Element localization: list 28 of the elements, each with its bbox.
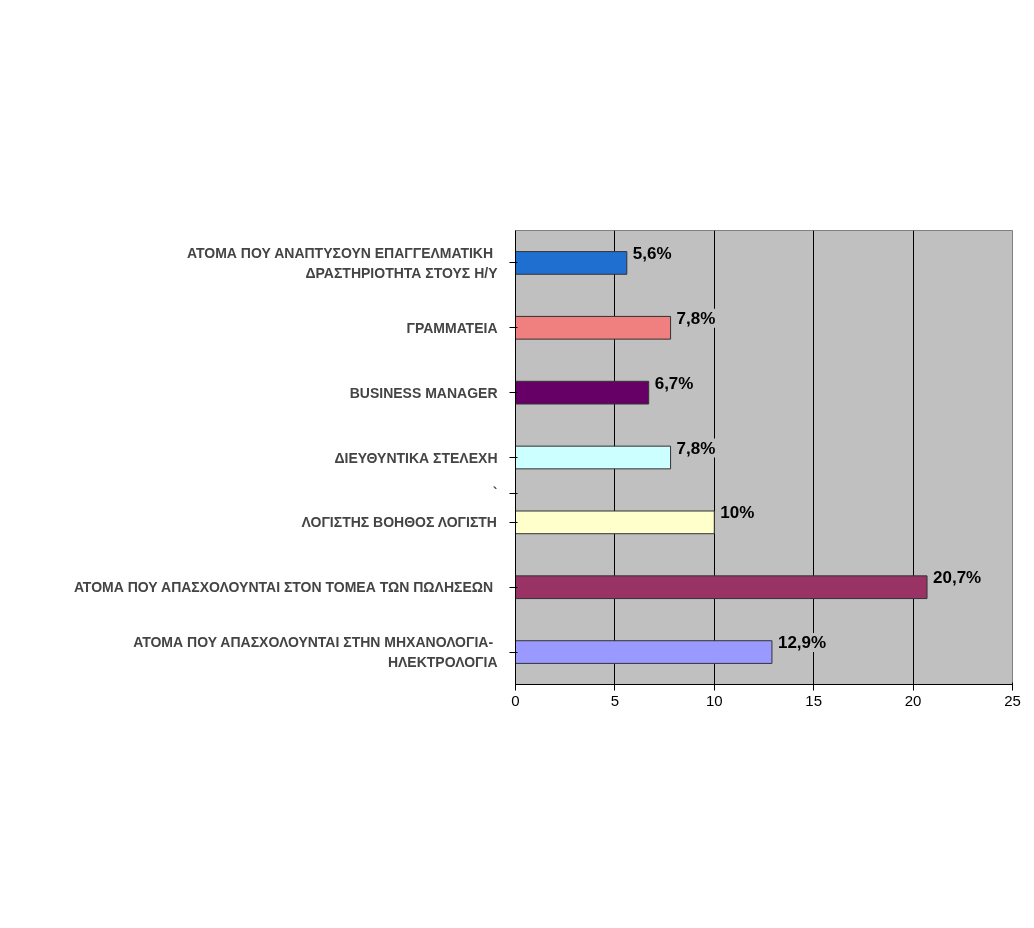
y-tick-label: ΛΟΓΙΣΤΗΣ ΒΟΗΘΟΣ ΛΟΓΙΣΤΗ <box>301 514 497 531</box>
bar <box>515 315 672 340</box>
y-tick-label: ΑΤΟΜΑ ΠΟΥ ΑΝΑΠΤΥΣΟΥΝ ΕΠΑΓΓΕΛΜΑΤΙΚΗ ΔΡΑΣΤΗΡΙΟΤΗΤΑ ΣΤΟΥΣ Η/Υ <box>187 245 499 281</box>
y-tick-label: ΑΤΟΜΑ ΠΟΥ ΑΠΑΣΧΟΛΟΥΝΤΑΙ ΣΤΗΝ ΜΗΧΑΝΟΛΟΓΙΑ-ΗΛΕΚΤΡΟΛΟΓΙΑ <box>133 634 498 670</box>
data-label: 10% <box>720 503 755 523</box>
bar <box>515 380 650 405</box>
bar <box>515 445 672 470</box>
y-tick-label: ΔΙΕΥΘΥΝΤΙΚΑ ΣΤΕΛΕΧΗ <box>334 449 498 466</box>
data-label: 5,6% <box>632 243 672 263</box>
x-tick-label: 20 <box>904 691 922 709</box>
x-tick-label: 25 <box>1004 691 1021 709</box>
bar <box>515 510 715 535</box>
x-tick-label: 0 <box>511 691 520 709</box>
y-tick-label: ΑΤΟΜΑ ΠΟΥ ΑΠΑΣΧΟΛΟΥΝΤΑΙ ΣΤΟΝ ΤΟΜΕΑ ΤΩΝ ΠΩΛΗΣΕΩΝ <box>73 579 494 596</box>
data-label: 7,8% <box>676 438 716 458</box>
y-tick-label: BUSINESS MANAGER <box>349 384 498 401</box>
y-tick-label: ΓΡΑΜΜΑΤΕΙΑ <box>406 319 498 336</box>
data-label: 12,9% <box>777 633 827 653</box>
x-tick-label: 5 <box>610 691 620 709</box>
data-label: 6,7% <box>654 373 694 393</box>
data-label: 20,7% <box>933 568 982 588</box>
bar <box>515 575 928 600</box>
x-tick-label: 10 <box>705 691 723 709</box>
bar <box>515 251 628 275</box>
text: ` <box>492 485 498 502</box>
bar <box>515 640 773 664</box>
data-label: 7,8% <box>676 308 716 328</box>
x-tick-label: 15 <box>805 691 823 709</box>
